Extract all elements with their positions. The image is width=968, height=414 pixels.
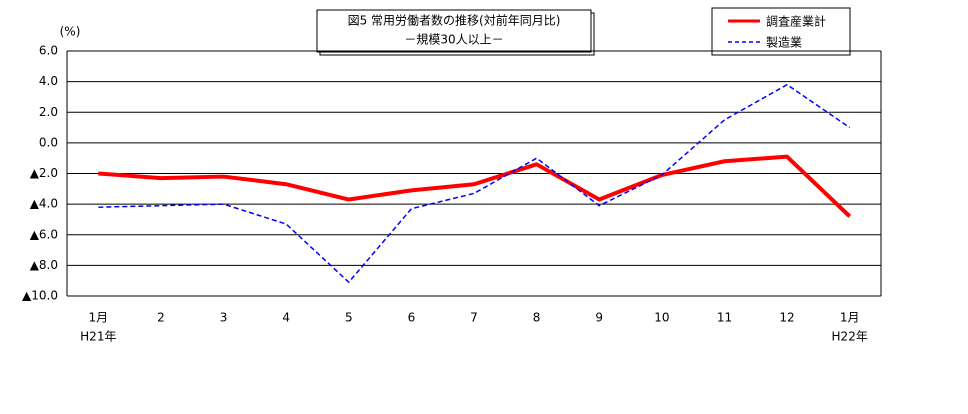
x-tick-label: 12 [779,311,794,325]
y-tick-label: ▲10.0 [22,289,58,303]
x-tick-label: 9 [595,311,603,325]
legend-label: 製造業 [766,36,802,50]
x-tick-label: 5 [345,311,353,325]
legend-label: 調査産業計 [766,14,826,29]
y-tick-label: ▲8.0 [30,258,58,272]
x-tick-label: 2 [157,311,165,325]
x-tick-year: H21年 [80,330,116,344]
x-tick-label: 7 [470,311,478,325]
series-line [98,154,852,218]
y-tick-label: 6.0 [39,44,58,58]
y-tick-label: ▲6.0 [30,227,58,241]
y-tick-label: 2.0 [39,105,58,119]
x-tick-label: 3 [220,311,228,325]
x-tick-label: 8 [533,311,541,325]
x-tick-label: 10 [654,311,669,325]
legend-box [711,7,851,56]
title-box [316,9,592,53]
chart-title: 図5 常用労働者数の推移(対前年同月比) [348,13,561,28]
x-tick-year: H22年 [832,330,868,344]
y-tick-label: ▲4.0 [30,197,58,211]
x-tick-label: 6 [408,311,416,325]
x-tick-label: 1月 [88,311,108,325]
x-tick-label: 1月 [840,311,860,325]
x-tick-label: 11 [717,311,732,325]
y-unit: (%) [60,25,81,39]
y-tick-label: ▲2.0 [30,166,58,180]
x-tick-label: 4 [282,311,290,325]
y-tick-label: 0.0 [39,135,58,149]
y-tick-label: 4.0 [39,74,58,88]
chart-subtitle: －規模30人以上－ [404,32,503,47]
